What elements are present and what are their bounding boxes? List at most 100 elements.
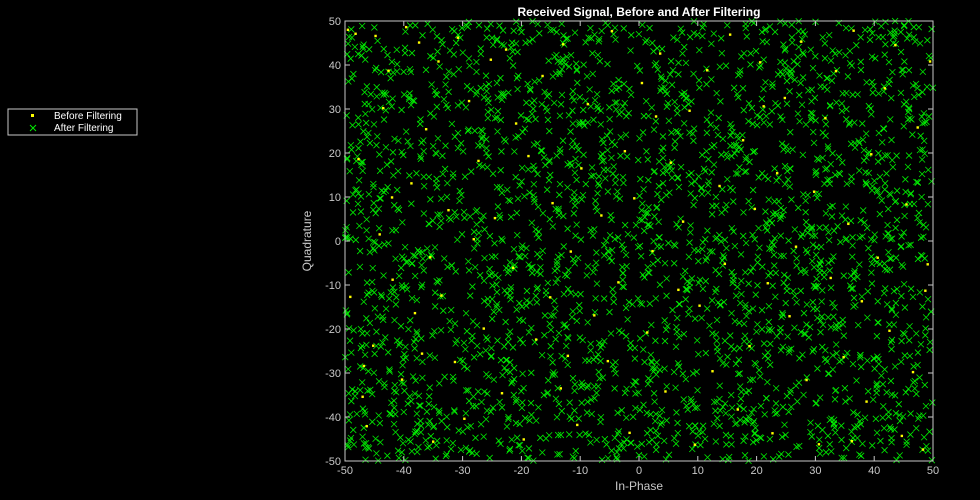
after-filtering-point: [752, 360, 760, 368]
after-filtering-point: [899, 413, 907, 420]
after-filtering-point: [784, 69, 791, 77]
after-filtering-point: [809, 232, 816, 240]
after-filtering-point: [370, 199, 378, 207]
after-filtering-point: [596, 375, 603, 382]
after-filtering-point: [822, 355, 830, 363]
after-filtering-point: [627, 91, 635, 99]
after-filtering-point: [362, 110, 369, 118]
after-filtering-point: [493, 35, 501, 43]
after-filtering-point: [578, 379, 586, 387]
after-filtering-point: [592, 197, 599, 205]
after-filtering-point: [434, 48, 441, 55]
after-filtering-point: [363, 341, 370, 349]
after-filtering-point: [856, 234, 864, 241]
after-filtering-point: [761, 352, 769, 360]
after-filtering-point: [519, 339, 527, 347]
after-filtering-point: [513, 434, 521, 441]
after-filtering-point: [415, 443, 422, 451]
after-filtering-point: [717, 35, 725, 42]
after-filtering-point: [449, 173, 457, 181]
after-filtering-point: [808, 433, 816, 440]
after-filtering-point: [903, 438, 910, 445]
y-axis-label: Quadrature: [300, 210, 314, 271]
before-filtering-point: [522, 438, 525, 441]
after-filtering-point: [558, 91, 566, 99]
after-filtering-point: [499, 237, 506, 244]
after-filtering-point: [570, 97, 578, 104]
after-filtering-point: [362, 456, 369, 464]
after-filtering-point: [591, 308, 599, 316]
after-filtering-point: [888, 336, 896, 344]
after-filtering-point: [564, 184, 571, 191]
after-filtering-point: [825, 31, 833, 39]
after-filtering-point: [474, 240, 481, 247]
after-filtering-point: [561, 321, 569, 328]
after-filtering-point: [720, 254, 728, 261]
after-filtering-point: [716, 422, 723, 430]
after-filtering-point: [854, 434, 861, 442]
after-filtering-point: [753, 121, 761, 129]
after-filtering-point: [464, 365, 471, 372]
after-filtering-point: [810, 139, 818, 147]
after-filtering-point: [447, 216, 454, 223]
x-tick-label: 10: [692, 465, 704, 477]
after-filtering-point: [504, 338, 512, 346]
after-filtering-point: [632, 404, 639, 412]
after-filtering-point: [350, 327, 357, 334]
after-filtering-point: [873, 188, 881, 195]
after-filtering-point: [384, 51, 391, 59]
after-filtering-point: [740, 106, 748, 114]
y-tick-label: 10: [329, 192, 341, 204]
after-filtering-point: [913, 390, 920, 398]
after-filtering-point: [842, 353, 849, 360]
after-filtering-point: [821, 55, 829, 62]
after-filtering-point: [856, 261, 863, 268]
after-filtering-point: [588, 35, 595, 42]
after-filtering-point: [378, 293, 386, 300]
after-filtering-point: [670, 368, 678, 376]
after-filtering-point: [648, 357, 655, 365]
after-filtering-point: [425, 393, 433, 400]
after-filtering-point: [453, 336, 461, 344]
before-filtering-point: [654, 115, 658, 118]
after-filtering-point: [580, 61, 587, 68]
after-filtering-point: [355, 176, 363, 184]
after-filtering-point: [408, 294, 416, 302]
after-filtering-point: [532, 226, 539, 233]
after-filtering-point: [528, 219, 536, 227]
after-filtering-point: [425, 173, 433, 181]
after-filtering-point: [445, 88, 452, 96]
before-filtering-point: [842, 355, 845, 359]
after-filtering-point: [756, 64, 763, 71]
after-filtering-point: [584, 119, 592, 126]
after-filtering-point: [734, 370, 742, 378]
after-filtering-point: [538, 100, 546, 108]
after-filtering-point: [922, 331, 929, 339]
after-filtering-point: [793, 443, 800, 451]
after-filtering-point: [887, 425, 895, 433]
after-filtering-point: [691, 404, 699, 412]
after-filtering-point: [589, 232, 597, 239]
after-filtering-point: [887, 94, 895, 102]
after-filtering-point: [513, 396, 520, 404]
after-filtering-point: [393, 337, 401, 344]
after-filtering-point: [810, 346, 818, 353]
after-filtering-point: [473, 58, 480, 66]
before-filtering-point: [758, 61, 762, 64]
after-filtering-point: [566, 159, 574, 167]
after-filtering-point: [523, 287, 531, 295]
after-filtering-point: [473, 68, 480, 76]
after-filtering-point: [376, 419, 384, 427]
after-filtering-point: [399, 361, 406, 369]
y-tick-label: 0: [335, 236, 341, 248]
after-filtering-point: [546, 157, 553, 164]
before-filtering-point: [623, 150, 627, 153]
legend-marker-after-filtering: [29, 124, 37, 132]
before-filtering-point: [788, 315, 791, 318]
after-filtering-point: [373, 83, 380, 91]
before-filtering-point: [646, 331, 649, 334]
after-filtering-point: [687, 222, 694, 229]
after-filtering-point: [535, 404, 542, 411]
after-filtering-point: [619, 103, 627, 110]
after-filtering-point: [650, 168, 658, 176]
